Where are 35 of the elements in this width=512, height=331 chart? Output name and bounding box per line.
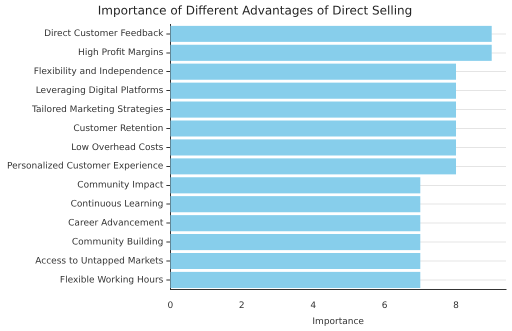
bar xyxy=(170,252,420,270)
y-tick-label: Tailored Marketing Strategies xyxy=(31,104,164,115)
bar xyxy=(170,26,492,42)
bar xyxy=(170,272,420,288)
y-tick-label: Career Advancement xyxy=(68,218,164,228)
bar xyxy=(170,64,456,80)
y-tick-label: Customer Retention xyxy=(73,124,164,134)
y-tick-label: Direct Customer Feedback xyxy=(44,29,164,40)
y-tick-label: High Profit Margins xyxy=(78,48,164,58)
bar xyxy=(170,44,492,61)
bar xyxy=(170,82,456,99)
x-tick-label: 8 xyxy=(453,301,460,312)
y-tick-label: Flexibility and Independence xyxy=(34,67,164,78)
y-tick-label: Community Impact xyxy=(77,180,164,191)
bar xyxy=(170,158,456,174)
x-axis-title: Importance xyxy=(312,316,364,327)
y-tick-label: Low Overhead Costs xyxy=(71,142,164,153)
y-tick-label: Access to Untapped Markets xyxy=(35,256,164,266)
bar xyxy=(170,215,420,232)
bar xyxy=(170,177,420,194)
bar xyxy=(170,234,420,250)
x-tick-label: 4 xyxy=(310,301,316,312)
y-tick-label: Flexible Working Hours xyxy=(60,275,164,286)
y-tick-label: Leveraging Digital Platforms xyxy=(36,86,164,96)
chart-title: Importance of Different Advantages of Direct Selling xyxy=(98,3,412,18)
x-tick-label: 0 xyxy=(167,301,174,312)
bar xyxy=(170,102,456,118)
bar xyxy=(170,196,420,212)
y-tick-label: Community Building xyxy=(72,237,164,248)
bar xyxy=(170,120,456,137)
y-tick-label: Continuous Learning xyxy=(70,200,164,210)
y-tick-label: Personalized Customer Experience xyxy=(6,162,164,172)
x-tick-label: 2 xyxy=(238,301,245,312)
bar xyxy=(170,139,456,156)
x-tick-label: 6 xyxy=(382,301,388,312)
